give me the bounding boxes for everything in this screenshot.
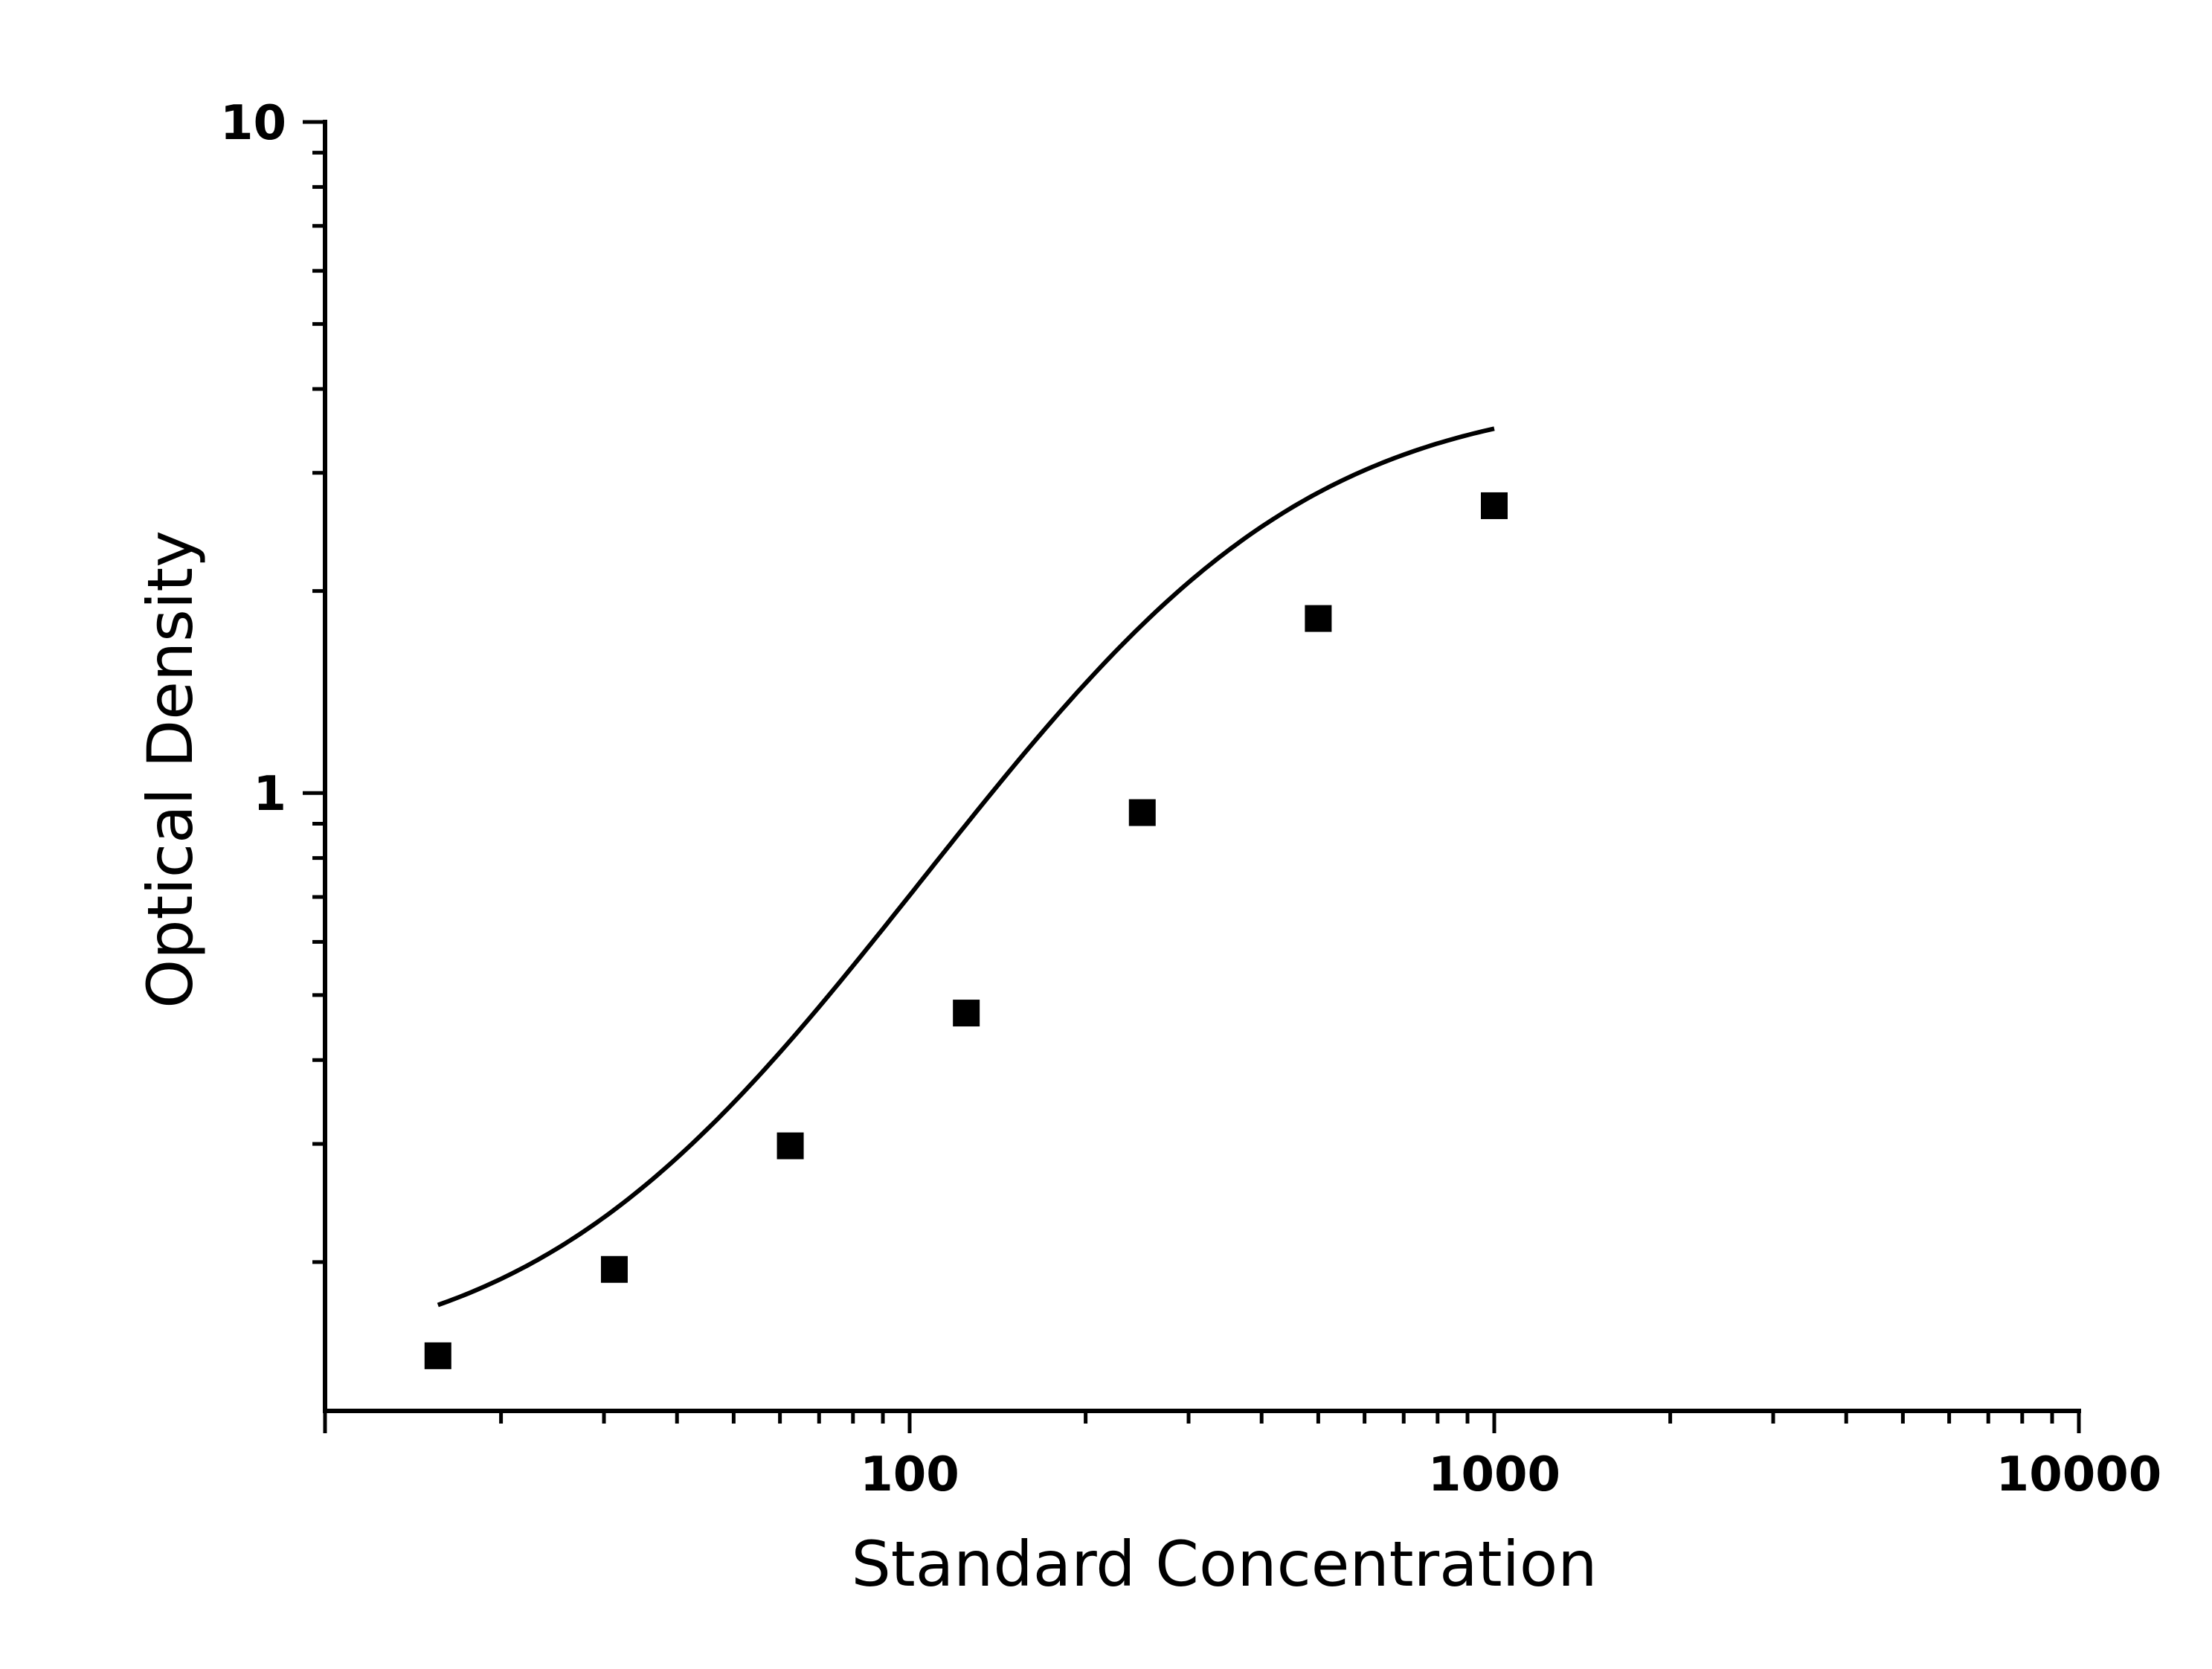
data-point — [1128, 799, 1156, 826]
data-point — [1305, 605, 1332, 632]
x-tick-label: 1000 — [1428, 1447, 1560, 1502]
data-points — [424, 492, 1508, 1369]
y-axis-ticks: 1 10 — [220, 96, 325, 1264]
y-tick-label: 10 — [220, 96, 286, 151]
y-tick-label: 1 — [253, 767, 286, 822]
x-tick-label: 10000 — [1996, 1447, 2162, 1502]
x-axis-ticks: 100 1000 10000 — [323, 1411, 2162, 1502]
data-point — [953, 1000, 980, 1027]
x-tick-label: 100 — [860, 1447, 959, 1502]
data-point — [424, 1342, 451, 1369]
fit-curve-layer — [437, 426, 1495, 1308]
x-axis-title: Standard Concentration — [851, 1528, 1597, 1601]
fit-curve — [437, 426, 1495, 1308]
data-point — [777, 1132, 804, 1160]
y-axis-title: Optical Density — [134, 530, 207, 1009]
data-point — [600, 1255, 628, 1283]
data-point — [1481, 492, 1508, 519]
axes — [323, 120, 2081, 1413]
